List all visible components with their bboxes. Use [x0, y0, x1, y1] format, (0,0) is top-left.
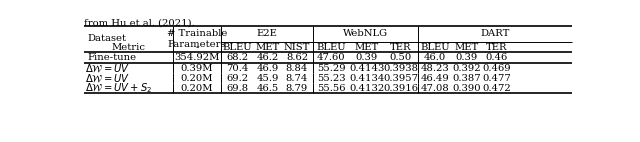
Text: 55.56: 55.56: [317, 84, 346, 93]
Text: 0.39: 0.39: [356, 53, 378, 62]
Text: 0.39M: 0.39M: [180, 64, 213, 73]
Text: MET: MET: [355, 43, 379, 52]
Text: 48.23: 48.23: [420, 64, 449, 73]
Text: 47.60: 47.60: [317, 53, 346, 62]
Text: DART: DART: [481, 30, 509, 38]
Text: 0.20M: 0.20M: [180, 74, 213, 83]
Text: 55.23: 55.23: [317, 74, 346, 83]
Text: 45.9: 45.9: [257, 74, 279, 83]
Text: 46.5: 46.5: [257, 84, 278, 93]
Text: 55.29: 55.29: [317, 64, 346, 73]
Text: 0.46: 0.46: [486, 53, 508, 62]
Text: 0.4132: 0.4132: [349, 84, 385, 93]
Text: $\Delta\mathcal{W} = \mathit{U}\mathit{V}$: $\Delta\mathcal{W} = \mathit{U}\mathit{V…: [85, 72, 131, 84]
Text: 70.4: 70.4: [226, 64, 248, 73]
Text: E2E: E2E: [257, 30, 277, 38]
Text: BLEU: BLEU: [420, 43, 450, 52]
Text: 0.3938: 0.3938: [383, 64, 419, 73]
Text: 0.472: 0.472: [483, 84, 511, 93]
Text: BLEU: BLEU: [316, 43, 346, 52]
Text: 46.9: 46.9: [257, 64, 278, 73]
Text: 0.4143: 0.4143: [349, 64, 385, 73]
Text: 0.50: 0.50: [390, 53, 412, 62]
Text: MET: MET: [255, 43, 280, 52]
Text: 8.74: 8.74: [286, 74, 308, 83]
Text: 8.62: 8.62: [286, 53, 308, 62]
Text: TER: TER: [390, 43, 412, 52]
Text: 0.3916: 0.3916: [383, 84, 419, 93]
Text: 0.390: 0.390: [452, 84, 481, 93]
Text: Fine-tune: Fine-tune: [87, 53, 136, 62]
Text: 46.2: 46.2: [257, 53, 278, 62]
Text: 0.4134: 0.4134: [349, 74, 385, 83]
Text: 0.387: 0.387: [452, 74, 481, 83]
Text: 0.469: 0.469: [483, 64, 511, 73]
Text: 354.92M: 354.92M: [174, 53, 220, 62]
Text: 69.2: 69.2: [227, 74, 248, 83]
Text: WebNLG: WebNLG: [342, 30, 388, 38]
Text: 0.39: 0.39: [456, 53, 478, 62]
Text: NIST: NIST: [284, 43, 310, 52]
Text: 8.79: 8.79: [286, 84, 308, 93]
Text: 68.2: 68.2: [227, 53, 248, 62]
Text: 0.392: 0.392: [452, 64, 481, 73]
Text: 46.49: 46.49: [420, 74, 449, 83]
Text: 0.20M: 0.20M: [180, 84, 213, 93]
Text: -: -: [195, 43, 198, 52]
Text: 8.84: 8.84: [286, 64, 308, 73]
Text: # Trainable
Parameters: # Trainable Parameters: [167, 29, 227, 49]
Text: 0.477: 0.477: [483, 74, 511, 83]
Text: 46.0: 46.0: [424, 53, 446, 62]
Text: MET: MET: [454, 43, 479, 52]
Text: $\Delta\mathcal{W} = \mathit{U}\mathit{V} + S_2$: $\Delta\mathcal{W} = \mathit{U}\mathit{V…: [85, 81, 152, 95]
Text: from Hu et al. (2021).: from Hu et al. (2021).: [84, 19, 195, 28]
Text: Dataset: Dataset: [87, 35, 126, 43]
Text: 47.08: 47.08: [420, 84, 449, 93]
Text: BLEU: BLEU: [223, 43, 252, 52]
Text: Metric: Metric: [111, 43, 145, 52]
Text: TER: TER: [486, 43, 508, 52]
Text: $\Delta\mathcal{W} = \mathit{U}\mathit{V}$: $\Delta\mathcal{W} = \mathit{U}\mathit{V…: [85, 62, 131, 74]
Text: 0.3957: 0.3957: [383, 74, 419, 83]
Text: 69.8: 69.8: [227, 84, 248, 93]
